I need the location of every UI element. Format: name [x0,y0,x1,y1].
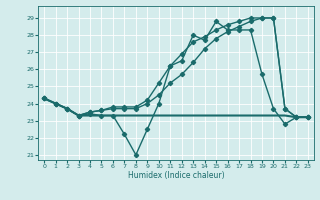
X-axis label: Humidex (Indice chaleur): Humidex (Indice chaleur) [128,171,224,180]
